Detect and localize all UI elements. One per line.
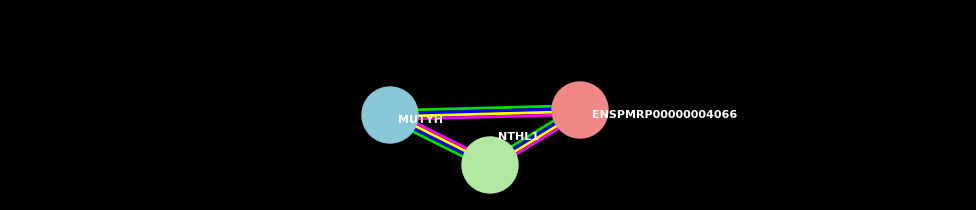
Text: MUTYH: MUTYH — [398, 115, 443, 125]
Text: ENSPMRP00000004066: ENSPMRP00000004066 — [592, 110, 737, 120]
Circle shape — [362, 87, 418, 143]
Text: NTHL1: NTHL1 — [498, 132, 539, 142]
Circle shape — [552, 82, 608, 138]
Circle shape — [462, 137, 518, 193]
